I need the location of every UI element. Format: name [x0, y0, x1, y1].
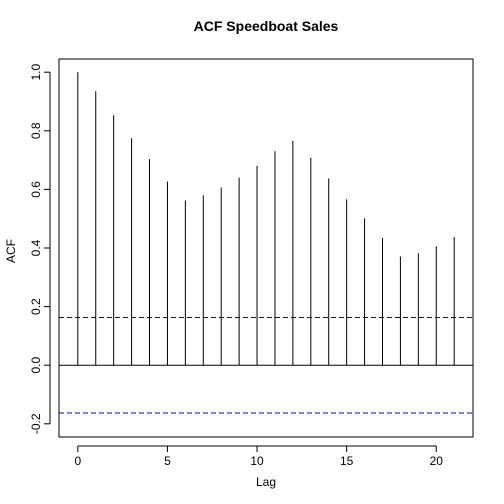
y-tick-label: 0.4 [29, 239, 43, 256]
x-axis-label: Lag [256, 475, 276, 489]
plot-frame [58, 58, 474, 438]
x-tick-label: 15 [340, 454, 354, 468]
y-tick-label: 1.0 [29, 64, 43, 81]
x-tick-label: 10 [250, 454, 264, 468]
y-tick-label: 0.6 [29, 181, 43, 198]
y-tick-label: 0.8 [29, 122, 43, 139]
x-tick-label: 0 [74, 454, 81, 468]
axes: 0 5 10 15 20 -0.2 0.0 0.2 0.4 0.6 0.8 1.0 [29, 64, 443, 468]
acf-bars [59, 72, 473, 414]
x-tick-label: 20 [430, 454, 444, 468]
chart-title: ACF Speedboat Sales [194, 18, 339, 34]
y-tick-label: 0.0 [29, 357, 43, 374]
y-tick-label: 0.2 [29, 298, 43, 315]
y-axis-label: ACF [4, 239, 18, 263]
y-tick-label: -0.2 [29, 413, 43, 434]
x-tick-label: 5 [164, 454, 171, 468]
